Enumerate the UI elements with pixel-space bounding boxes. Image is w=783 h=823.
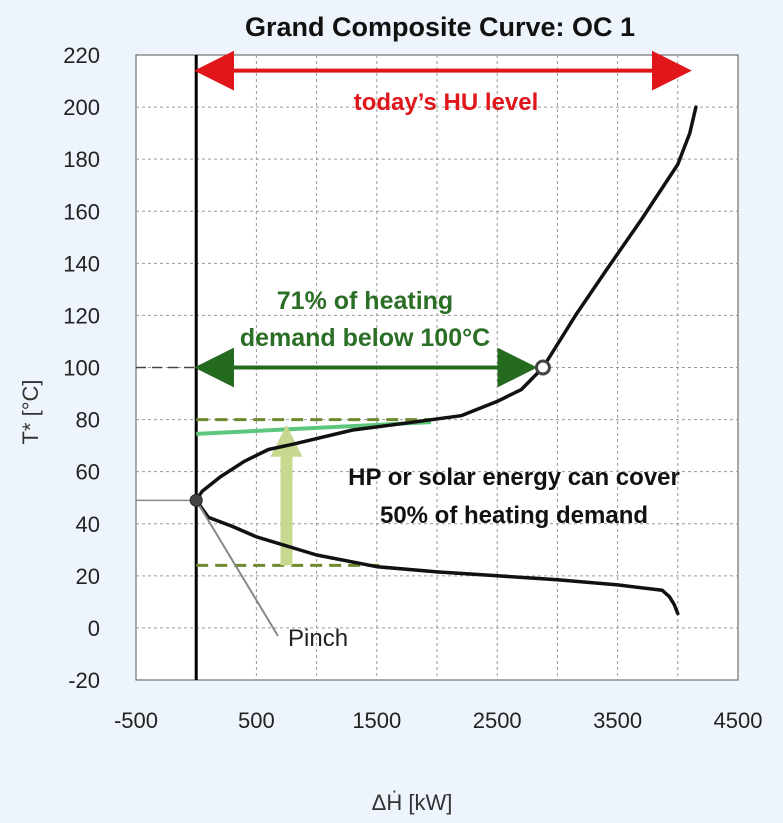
hundred-degree-point (534, 359, 551, 376)
y-tick-label: 60 (76, 460, 100, 485)
x-tick-labels: -500 500 1500 2500 3500 4500 (114, 708, 763, 733)
y-tick-label: 40 (76, 512, 100, 537)
x-tick-label: 2500 (473, 708, 522, 733)
x-tick-label: 3500 (593, 708, 642, 733)
below100-label-line2: demand below 100°C (240, 324, 490, 352)
pinch-leader-line (195, 499, 279, 637)
y-tick-label: 140 (63, 251, 100, 276)
pinch-label: Pinch (288, 625, 348, 652)
pinch-point (189, 493, 203, 507)
y-tick-label: 200 (63, 95, 100, 120)
y-tick-label: 20 (76, 564, 100, 589)
chart-marks (136, 50, 698, 680)
y-tick-label: 80 (76, 408, 100, 433)
y-tick-label: 0 (88, 616, 100, 641)
x-tick-label: 1500 (352, 708, 401, 733)
y-tick-labels: -20 0 20 40 60 80 100 120 140 160 180 200 220 (63, 43, 100, 693)
cover-label-line1: HP or solar energy can cover (348, 464, 680, 491)
y-tick-label: -20 (68, 668, 100, 693)
y-tick-label: 160 (63, 199, 100, 224)
y-tick-label: 120 (63, 303, 100, 328)
grand-composite-curve (194, 105, 698, 616)
x-tick-label: -500 (114, 708, 158, 733)
hu-level-label: today’s HU level (354, 89, 539, 116)
y-axis-label: T* [°C] (18, 379, 43, 444)
below100-label-line1: 71% of heating (277, 287, 453, 315)
x-axis-label: ΔḢ [kW] (372, 790, 453, 815)
x-tick-label: 4500 (714, 708, 763, 733)
y-tick-label: 100 (63, 356, 100, 381)
cover-label-line2: 50% of heating demand (380, 502, 648, 529)
hp-upward-arrow (270, 424, 303, 566)
chart-title: Grand Composite Curve: OC 1 (245, 12, 635, 42)
y-tick-label: 180 (63, 147, 100, 172)
y-tick-label: 220 (63, 43, 100, 68)
x-tick-label: 500 (238, 708, 275, 733)
